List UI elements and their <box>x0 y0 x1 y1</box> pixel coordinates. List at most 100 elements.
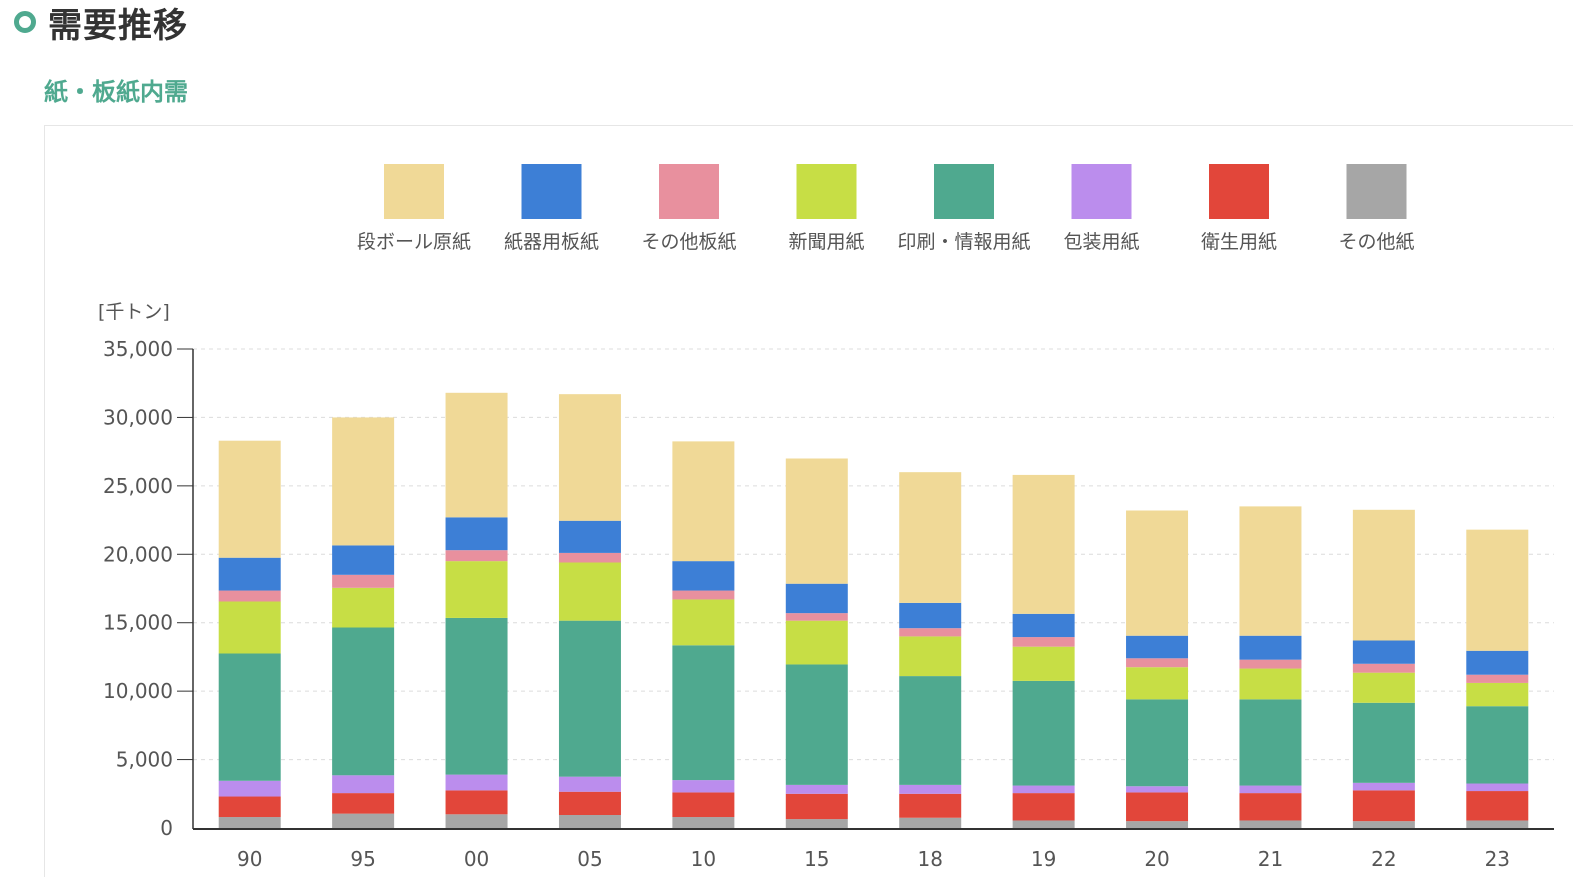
bar-segment <box>445 517 508 551</box>
bar-segment <box>1239 793 1302 821</box>
bar-segment <box>672 441 735 562</box>
bar-segment <box>558 791 621 815</box>
x-tick-label: 00 <box>464 847 489 871</box>
legend-label: 包装用紙 <box>1063 231 1139 253</box>
bar-segment <box>1012 793 1075 821</box>
bar-segment <box>1352 640 1415 664</box>
bar-segment <box>1126 510 1189 636</box>
bar-segment <box>445 392 508 518</box>
x-tick-label: 15 <box>804 847 829 871</box>
bar-segment <box>1466 682 1529 707</box>
y-unit-label: [千トン] <box>98 301 170 323</box>
bar-segment <box>899 472 962 603</box>
x-tick-label: 95 <box>350 847 375 871</box>
bar-segment <box>672 645 735 781</box>
bar-segment <box>785 583 848 614</box>
bar-segment <box>445 561 508 618</box>
bar-segment <box>558 520 621 553</box>
bar-segment <box>672 780 735 793</box>
bar-segment <box>1012 637 1075 647</box>
bar-segment <box>1466 529 1529 651</box>
bar-segment <box>1239 635 1302 660</box>
bar-segment <box>1352 509 1415 641</box>
bar-segment <box>1239 820 1302 828</box>
bar-segment <box>218 817 281 828</box>
bar-segment <box>558 394 621 521</box>
bar-segment <box>1126 635 1189 659</box>
bar-segment <box>332 574 395 588</box>
bar-segment <box>558 620 621 777</box>
bar-segment <box>218 780 281 797</box>
y-tick-label: 20,000 <box>103 542 173 566</box>
bar-segment <box>1466 783 1529 792</box>
bar-segment <box>445 790 508 815</box>
y-tick-label: 0 <box>160 816 173 840</box>
bar-segment <box>332 417 395 546</box>
bar-segment <box>1126 786 1189 793</box>
bar-segment <box>1466 706 1529 784</box>
stacked-bar-chart: 0 5,000 10,000 15,000 20,000 25,000 30,000 35,0… <box>98 164 1554 871</box>
y-tick-label: 30,000 <box>103 405 173 429</box>
bar-segment <box>1239 785 1302 794</box>
bar-segment <box>1239 659 1302 669</box>
bar-segment <box>899 636 962 677</box>
bar-segment <box>899 602 962 629</box>
bar-segment <box>899 793 962 818</box>
bar-segment <box>1352 782 1415 791</box>
ring-bullet-icon <box>14 11 36 33</box>
bar-segment <box>445 550 508 562</box>
section-title: 紙・板紙内需 <box>44 78 188 106</box>
bar-segment <box>218 653 281 781</box>
bar-segment <box>785 620 848 665</box>
bar-segment <box>899 817 962 828</box>
bar-segment <box>785 664 848 785</box>
bar-segment <box>1126 821 1189 828</box>
bar-segment <box>332 587 395 628</box>
bar-segment <box>672 817 735 828</box>
bar-segment <box>332 813 395 828</box>
bar-segment <box>1126 667 1189 700</box>
page-header: 需要推移 <box>14 0 188 46</box>
bar-segment <box>558 776 621 792</box>
legend-label: 段ボール原紙 <box>357 231 471 253</box>
y-tick-label: 10,000 <box>103 679 173 703</box>
x-tick-label: 20 <box>1144 847 1169 871</box>
legend-label: その他紙 <box>1338 231 1414 253</box>
x-tick-label: 90 <box>237 847 262 871</box>
bar-segment <box>1012 820 1075 828</box>
x-tick-label: 21 <box>1258 847 1283 871</box>
y-tick-label: 15,000 <box>103 611 173 635</box>
legend-label: 紙器用板紙 <box>504 231 599 253</box>
bar-segment <box>1239 699 1302 786</box>
y-tick-label: 35,000 <box>103 337 173 361</box>
bar-segment <box>1352 702 1415 783</box>
bar-segment <box>332 627 395 776</box>
bar-segment <box>1352 821 1415 828</box>
bar-segment <box>332 775 395 794</box>
bar-segment <box>558 562 621 621</box>
x-tick-label: 18 <box>917 847 942 871</box>
bar-segment <box>332 793 395 814</box>
bar-segment <box>785 819 848 828</box>
bar-segment <box>1012 613 1075 638</box>
bar-segment <box>1466 650 1529 675</box>
x-tick-label: 05 <box>577 847 602 871</box>
bar-segment <box>1352 672 1415 703</box>
x-tick-label: 10 <box>691 847 716 871</box>
bar-segment <box>899 628 962 637</box>
legend-label: 新聞用紙 <box>788 231 864 253</box>
page-title: 需要推移 <box>48 5 188 46</box>
bar-segment <box>1126 658 1189 668</box>
y-tick-label: 25,000 <box>103 474 173 498</box>
bar-segment <box>785 613 848 621</box>
bar-segment <box>672 590 735 600</box>
legend-swatch <box>659 164 719 219</box>
legend-label: その他板紙 <box>641 231 736 253</box>
x-tick-label: 19 <box>1031 847 1056 871</box>
bar-segment <box>672 792 735 818</box>
bar-segment <box>899 784 962 794</box>
bar-segment <box>218 440 281 558</box>
legend-swatch <box>1209 164 1269 219</box>
legend-label: 印刷・情報用紙 <box>897 231 1030 253</box>
bar-segment <box>218 796 281 818</box>
